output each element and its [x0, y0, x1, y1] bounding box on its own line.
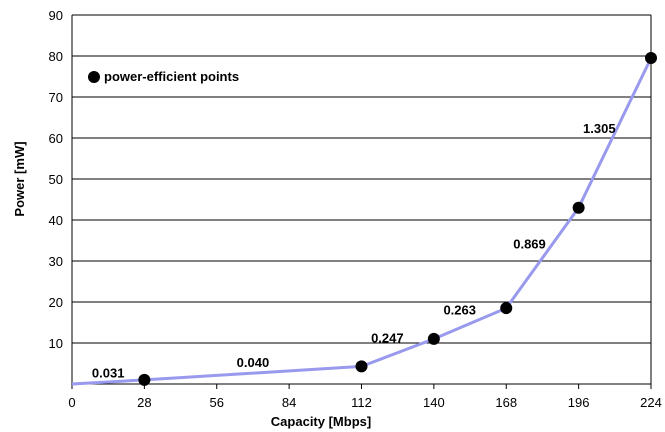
- axes: [71, 15, 652, 389]
- data-point: [355, 360, 368, 373]
- y-tick-label: 80: [49, 49, 63, 64]
- y-tick-labels: 10 20 30 40 50 60 70 80 90: [49, 8, 63, 351]
- y-axis-title: Power [mW]: [12, 141, 27, 216]
- x-tick-label: 196: [568, 395, 590, 410]
- data-point: [572, 201, 585, 214]
- x-tick-label: 56: [210, 395, 224, 410]
- data-label: 0.263: [443, 302, 476, 317]
- y-tick-label: 60: [49, 131, 63, 146]
- legend-marker: [88, 71, 100, 83]
- y-tick-label: 50: [49, 172, 63, 187]
- legend-label: power-efficient points: [104, 69, 239, 84]
- y-tick-label: 90: [49, 8, 63, 23]
- x-tick-label: 140: [423, 395, 445, 410]
- series: [71, 52, 657, 386]
- x-tick-label: 168: [495, 395, 517, 410]
- data-label: 1.305: [583, 121, 616, 136]
- data-label: 0.247: [371, 331, 404, 346]
- x-tick-label: 84: [282, 395, 296, 410]
- y-tick-label: 10: [49, 336, 63, 351]
- data-point: [138, 373, 151, 386]
- data-label: 0.031: [92, 366, 125, 381]
- x-tick-labels: 0 28 56 84 112 140 168 196 224: [68, 395, 661, 410]
- x-tick-label: 112: [351, 395, 372, 410]
- y-tick-label: 20: [49, 295, 63, 310]
- x-tick-label: 224: [640, 395, 662, 410]
- data-label: 0.869: [513, 236, 546, 251]
- data-point: [500, 302, 513, 315]
- x-tick-label: 28: [137, 395, 151, 410]
- data-point: [427, 332, 440, 345]
- legend: power-efficient points: [88, 69, 239, 84]
- data-labels: 0.031 0.040 0.247 0.263 0.869 1.305: [92, 121, 616, 380]
- data-label: 0.040: [237, 355, 270, 370]
- x-tick-label: 0: [68, 395, 75, 410]
- y-tick-label: 30: [49, 254, 63, 269]
- gridlines: [72, 14, 651, 344]
- y-tick-label: 40: [49, 213, 63, 228]
- data-point: [645, 52, 657, 65]
- x-axis-title: Capacity [Mbps]: [271, 414, 371, 429]
- series-line: [71, 57, 653, 386]
- y-tick-label: 70: [49, 90, 63, 105]
